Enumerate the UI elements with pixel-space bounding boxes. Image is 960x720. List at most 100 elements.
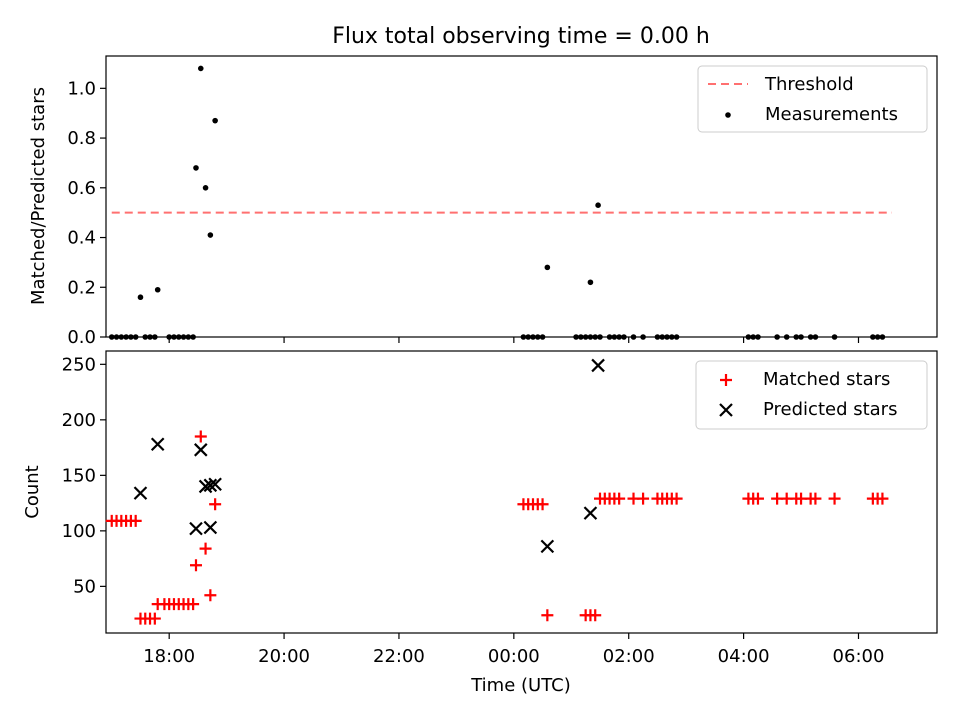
measurement-point: [783, 334, 790, 340]
measurement-point: [755, 334, 761, 340]
top-y-axis: 0.0 0.2 0.4 0.6 0.8 1.0: [67, 78, 106, 348]
measurement-point: [154, 286, 161, 293]
legend-predicted-label: Predicted stars: [763, 399, 897, 420]
measurement-point: [539, 334, 546, 340]
measurement-point: [745, 334, 752, 340]
matched-star-point: [204, 589, 217, 602]
top-y-tick-label: 0.4: [67, 228, 96, 249]
predicted-star-point: [194, 443, 208, 457]
legend-measurements-swatch: [725, 112, 731, 118]
measurement-point: [193, 165, 199, 171]
measurement-point: [630, 334, 637, 340]
measurement-point: [587, 279, 594, 286]
bottom-panel: 50 100 150 200 250 18:00 20:00 22:00 00:00 02:00…: [22, 350, 938, 696]
x-tick-label: 06:00: [833, 646, 885, 667]
measurement-point: [582, 334, 589, 340]
measurement-point: [664, 334, 670, 340]
measurement-point: [190, 334, 196, 340]
bottom-y-axis: 50 100 150 200 250: [62, 354, 106, 597]
x-tick-label: 18:00: [143, 646, 195, 667]
measurement-point: [525, 334, 532, 340]
measurement-point: [207, 232, 214, 238]
bottom-y-tick-label: 50: [73, 576, 96, 597]
measurement-point: [108, 334, 115, 340]
matched-star-point: [148, 612, 161, 625]
measurement-point: [166, 334, 172, 340]
predicted-star-point: [540, 539, 555, 554]
measurement-point: [673, 334, 680, 340]
measurement-point: [520, 334, 527, 340]
top-legend: Threshold Measurements: [697, 65, 928, 133]
predicted-star-point: [150, 437, 165, 452]
measurement-point: [750, 334, 756, 340]
predicted-star-point: [203, 478, 218, 493]
top-y-tick-label: 0.0: [67, 327, 96, 348]
bottom-legend-box: [695, 360, 928, 430]
x-tick-label: 04:00: [718, 646, 770, 667]
measurement-point: [870, 334, 876, 340]
legend-measurements-label: Measurements: [765, 104, 898, 125]
measurement-point: [621, 334, 627, 340]
measurement-point: [807, 334, 814, 340]
measurement-point: [640, 334, 646, 340]
x-tick-label: 20:00: [258, 646, 310, 667]
measurement-point: [152, 334, 158, 340]
matched-star-point: [189, 559, 202, 572]
predicted-star-point: [203, 520, 218, 535]
measurement-point: [171, 334, 177, 340]
x-tick-label: 02:00: [603, 646, 655, 667]
measurement-point: [202, 184, 209, 191]
measurements-series: [108, 65, 886, 340]
matched-star-point: [751, 492, 764, 505]
measurement-point: [831, 334, 838, 340]
matched-star-point: [613, 492, 626, 505]
measurement-point: [212, 117, 218, 124]
legend-threshold-label: Threshold: [764, 74, 854, 95]
measurement-point: [578, 334, 584, 340]
top-y-tick-label: 0.6: [67, 178, 96, 199]
measurement-point: [530, 334, 536, 340]
predicted-star-point: [133, 486, 148, 500]
measurement-point: [113, 334, 120, 340]
measurement-point: [611, 334, 618, 340]
measurement-point: [616, 334, 622, 340]
bottom-legend: Matched stars Predicted stars: [695, 360, 928, 430]
bottom-y-tick-label: 150: [62, 465, 96, 486]
top-y-tick-label: 0.2: [67, 277, 96, 298]
measurement-point: [595, 202, 601, 209]
bottom-y-axis-label: Count: [22, 465, 43, 518]
top-y-tick-label: 0.8: [67, 128, 96, 149]
legend-matched-label: Matched stars: [763, 369, 890, 390]
measurement-point: [573, 334, 579, 340]
x-tick-label: 22:00: [373, 646, 425, 667]
matched-star-point: [589, 609, 602, 622]
bottom-y-tick-label: 200: [62, 410, 96, 431]
predicted-star-point: [591, 358, 605, 373]
matched-star-point: [541, 609, 554, 622]
matched-star-point: [187, 598, 200, 611]
measurement-point: [774, 334, 780, 340]
predicted-star-point: [583, 506, 598, 520]
measurement-point: [793, 334, 800, 340]
measurement-point: [123, 334, 129, 340]
bottom-y-tick-label: 250: [62, 354, 96, 375]
matched-star-point: [536, 498, 549, 511]
legend-predicted-swatch: [719, 403, 733, 417]
measurement-point: [874, 334, 881, 340]
top-panel: Flux total observing time = 0.00 h 0.00.…: [28, 24, 938, 348]
measurement-point: [180, 334, 187, 340]
measurement-point: [587, 334, 594, 340]
measurement-point: [132, 334, 139, 340]
measurement-point: [175, 334, 182, 340]
matched-star-point: [194, 430, 207, 443]
matched-star-point: [209, 498, 222, 511]
predicted-star-point: [208, 477, 222, 492]
matched-star-point: [828, 492, 841, 505]
measurement-point: [534, 334, 541, 340]
measurement-point: [812, 334, 819, 340]
measurement-point: [197, 65, 204, 72]
measurement-point: [128, 334, 134, 340]
measurement-point: [659, 334, 666, 340]
top-y-axis-label: Matched/Predicted stars: [28, 87, 49, 305]
